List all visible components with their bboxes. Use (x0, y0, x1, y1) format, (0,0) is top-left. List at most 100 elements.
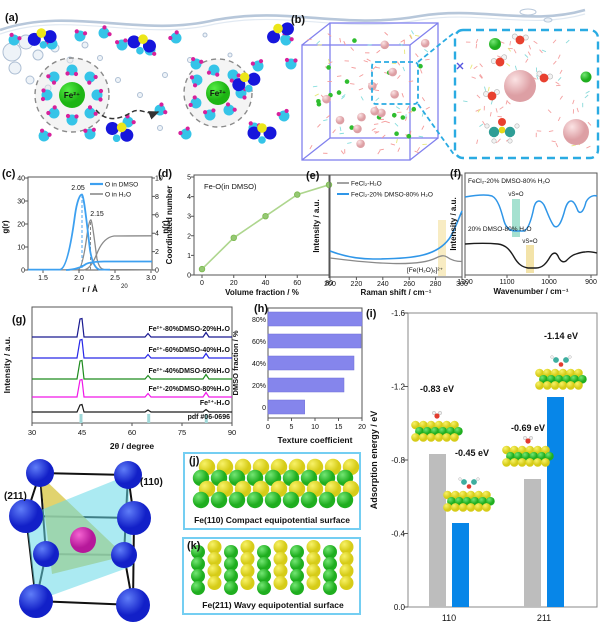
c-ytick-right: 4 (155, 231, 159, 238)
panel-label-e: (e) (306, 170, 320, 182)
fe-ion-label: Fe²⁺ (210, 89, 226, 98)
fe-ion-left (59, 82, 85, 108)
f-xtick: 1000 (541, 279, 557, 286)
panel-label-i: (i) (366, 308, 377, 320)
d-xtick: 80 (325, 280, 333, 287)
c-ylabel-left: g(r) (1, 220, 10, 234)
i-group-label: 110 (442, 613, 456, 623)
g-xtick: 45 (78, 428, 86, 437)
c-ytick: 40 (17, 176, 25, 183)
f-band1-label: νS=O (508, 192, 524, 198)
j-surface-spheres (192, 458, 360, 509)
c-curve-nr-dmso (65, 260, 152, 271)
i-bar-blue-211 (547, 397, 564, 607)
g-series-label: Fe²⁺-80%DMSO-20%H₂O (149, 325, 231, 333)
c-curve-gr-water (28, 219, 153, 271)
f-xtick: 900 (585, 279, 597, 286)
c-curve-nr-water (83, 235, 153, 271)
h-xtick: 15 (335, 424, 343, 431)
d-plot-box (193, 174, 330, 276)
cross-marker (456, 62, 464, 70)
fe-ion-label: Fe²⁺ (64, 91, 80, 100)
panel-label-j: (j) (189, 455, 200, 467)
c-legend-water: O in H₂O (105, 192, 131, 199)
c-ytick: 0 (21, 268, 25, 275)
g-curve-80dmso (32, 317, 232, 338)
g-xtick: 75 (178, 428, 186, 437)
h-xtick: 20 (358, 424, 366, 431)
panel-label-f: (f) (450, 168, 461, 180)
g-series-label: Fe²⁺-H₂O (200, 399, 231, 407)
f-band-teal (512, 199, 520, 237)
c-xlabel: r / Å (82, 285, 98, 294)
d-xlabel: Volume fraction / % (225, 288, 299, 297)
d-xtick: 20 (230, 280, 238, 287)
center-atom (70, 527, 96, 553)
d-xtick: 0 (200, 280, 204, 287)
h-bar-20 (267, 377, 345, 393)
f-xlabel: Wavenumber / cm⁻¹ (493, 287, 568, 296)
h-xtick: 0 (266, 424, 270, 431)
e-curve-dmso (329, 210, 463, 260)
panel-h-texture-chart: 80% 60% 40% 20% 0 0 5 10 15 20 Texture c… (231, 307, 366, 445)
f-band-yellow (526, 245, 534, 273)
i-value-label: -1.14 eV (544, 331, 578, 341)
h-ylabel: DMSO fraction / % (231, 330, 240, 395)
g-curve-40dmso (32, 359, 232, 380)
c-ytick-right: 2 (155, 249, 159, 256)
water-surface-highlight (0, 13, 586, 35)
g-curve-20dmso (32, 378, 232, 398)
panel-label-g: (g) (12, 314, 27, 326)
d-tick-marks (191, 176, 330, 278)
f-xtick: 1200 (457, 279, 473, 286)
e-plot-box (329, 174, 463, 278)
h-category: 60% (252, 339, 266, 346)
panel-j-fe110: Fe(110) Compact equipotential surface (183, 452, 361, 530)
i-tick-marks (404, 312, 408, 608)
d-ytick: 2 (187, 233, 191, 240)
h-category: 20% (252, 383, 266, 390)
g-reference-ticks (79, 414, 208, 423)
i-value-label: -0.45 eV (455, 448, 489, 458)
panel-b-simulation (301, 22, 600, 161)
chloride-ion (580, 71, 592, 83)
c-ytick-right: 8 (155, 194, 159, 201)
i-bar-gray-110 (429, 454, 446, 607)
panel-e-raman-chart: 200 220 240 260 280 300 Raman shift / cm… (312, 174, 468, 297)
h-bar-40 (267, 355, 355, 371)
d-ytick: 3 (187, 214, 191, 221)
e-annotation: [Fe(H₂O)₆]²⁺ (407, 267, 443, 274)
plane-211-label: (211) (4, 491, 27, 502)
e-xtick: 280 (430, 281, 442, 288)
c-peak1-label: 2.05 (71, 185, 85, 192)
dmso-3d-molecule (484, 118, 520, 144)
f-curve1-label: FeCl₂-20% DMSO-80% H₂O (468, 178, 550, 185)
g-xlabel: 2θ / degree (110, 441, 155, 451)
d-ytick: 0 (187, 273, 191, 280)
h-tick-marks (267, 418, 363, 421)
e-legend1: FeCl₂-H₂O (351, 181, 382, 188)
panel-c-rdf-chart: 40 30 20 10 0 10 8 6 4 2 0 1.5 2.0 2.5 3… (1, 176, 170, 295)
c-ytick-right: 6 (155, 212, 159, 219)
g-series-label: Fe²⁺-60%DMSO-40%H₂O (149, 346, 231, 354)
plane-110-label: (110) (140, 477, 163, 488)
g-series-label: pdf #06-0696 (188, 414, 231, 421)
j-caption: Fe(110) Compact equipotential surface (194, 515, 350, 525)
panel-label-k: (k) (187, 540, 201, 552)
panel-label-c: (c) (2, 168, 16, 180)
h-xtick: 5 (290, 424, 294, 431)
i-value-label: -0.83 eV (420, 384, 454, 394)
c-ytick-right: 0 (155, 268, 159, 275)
i-ytick: -0.8 (391, 456, 405, 465)
f-tick-marks (464, 275, 592, 278)
g-tick-marks (31, 423, 233, 426)
f-curve2-label: 20% DMSO-80% H₂O (468, 226, 532, 233)
h-bars (267, 311, 363, 415)
i-inset-dmso-on-110 (443, 477, 495, 512)
d-xtick: 60 (293, 280, 301, 287)
d-ytick: 4 (187, 194, 191, 201)
h-xlabel: Texture coefficient (278, 435, 353, 445)
e-xlabel: Raman shift / cm⁻¹ (361, 288, 432, 297)
g-xtick: 90 (228, 428, 236, 437)
